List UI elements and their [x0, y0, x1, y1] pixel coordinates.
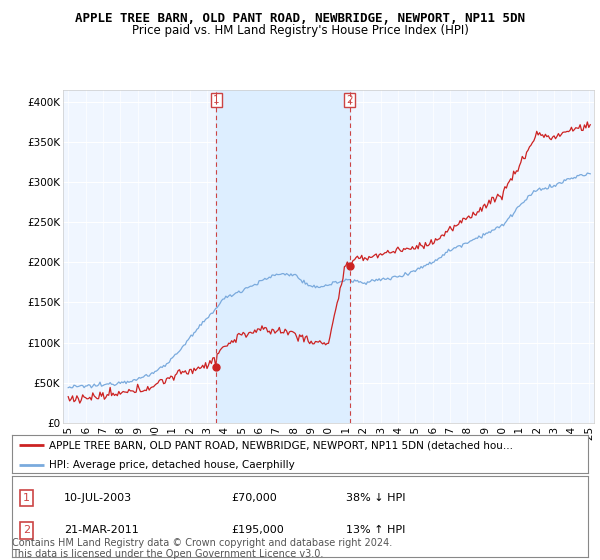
- Text: 38% ↓ HPI: 38% ↓ HPI: [346, 493, 406, 503]
- Text: £195,000: £195,000: [231, 525, 284, 535]
- Text: 10-JUL-2003: 10-JUL-2003: [64, 493, 132, 503]
- Text: 1: 1: [213, 95, 220, 105]
- Text: Price paid vs. HM Land Registry's House Price Index (HPI): Price paid vs. HM Land Registry's House …: [131, 24, 469, 37]
- Text: APPLE TREE BARN, OLD PANT ROAD, NEWBRIDGE, NEWPORT, NP11 5DN (detached hou...: APPLE TREE BARN, OLD PANT ROAD, NEWBRIDG…: [49, 441, 514, 451]
- Text: 1: 1: [23, 493, 30, 503]
- Text: £70,000: £70,000: [231, 493, 277, 503]
- Text: APPLE TREE BARN, OLD PANT ROAD, NEWBRIDGE, NEWPORT, NP11 5DN: APPLE TREE BARN, OLD PANT ROAD, NEWBRIDG…: [75, 12, 525, 25]
- Text: 13% ↑ HPI: 13% ↑ HPI: [346, 525, 406, 535]
- Text: 2: 2: [23, 525, 30, 535]
- Text: Contains HM Land Registry data © Crown copyright and database right 2024.
This d: Contains HM Land Registry data © Crown c…: [12, 538, 392, 559]
- Bar: [216, 90, 350, 423]
- Text: HPI: Average price, detached house, Caerphilly: HPI: Average price, detached house, Caer…: [49, 460, 295, 470]
- Text: 2: 2: [346, 95, 353, 105]
- Text: 21-MAR-2011: 21-MAR-2011: [64, 525, 139, 535]
